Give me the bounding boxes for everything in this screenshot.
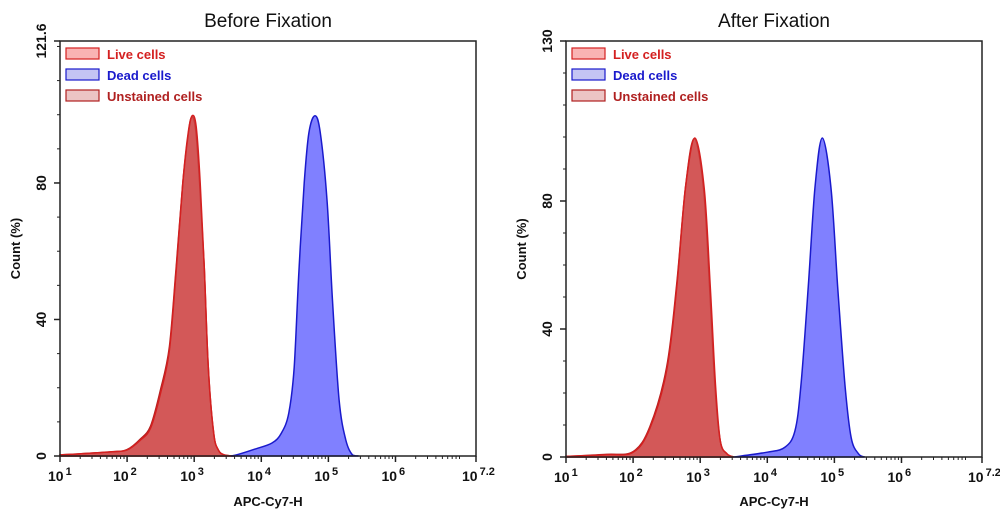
series-area-dead-cells: [733, 137, 865, 458]
series-area-live-cells: [59, 114, 235, 457]
legend-label-dead-cells: Dead cells: [613, 68, 677, 83]
legend-swatch-unstained-cells: [571, 89, 606, 102]
x-tick-exponent: 5: [838, 467, 844, 479]
y-axis-label: Count (%): [514, 218, 529, 279]
legend-label-unstained-cells: Unstained cells: [613, 89, 708, 104]
legend-label-live-cells: Live cells: [107, 47, 166, 62]
x-tick-exponent: 1: [66, 466, 72, 478]
x-axis-label: APC-Cy7-H: [739, 494, 808, 509]
x-tick-label: 10 1: [48, 466, 72, 484]
x-tick-exponent: 3: [198, 466, 204, 478]
legend-swatch-unstained-cells: [65, 89, 100, 102]
y-tick-label: 80: [33, 175, 49, 191]
x-tick-exponent: 6: [399, 466, 405, 478]
x-tick-label: 10 2: [619, 467, 643, 485]
x-tick-label: 10 7.2: [968, 467, 1000, 485]
x-tick-exponent: 5: [332, 466, 338, 478]
legend-label-unstained-cells: Unstained cells: [107, 89, 202, 104]
plot-frame: [565, 40, 983, 458]
legend-swatch-live-cells: [65, 47, 100, 60]
chart-title: After Fixation: [718, 11, 830, 32]
x-tick-label: 10 4: [247, 466, 272, 484]
x-tick-exponent: 4: [771, 467, 778, 479]
legend-swatch-dead-cells: [65, 68, 100, 81]
x-tick-exponent: 2: [637, 467, 643, 479]
legend-label-live-cells: Live cells: [613, 47, 672, 62]
series-area-dead-cells: [230, 114, 359, 457]
x-tick-exponent: 6: [905, 467, 911, 479]
legend-swatch-live-cells: [571, 47, 606, 60]
x-tick-label: 10 4: [753, 467, 778, 485]
chart-title: Before Fixation: [204, 11, 332, 32]
x-tick-label: 10 6: [381, 466, 405, 484]
x-tick-label: 10 3: [180, 466, 204, 484]
x-tick-label: 10 1: [554, 467, 578, 485]
chart-panel-1: Before Fixation 10 1 10 2 10 3 10 4 10 5 10 6 10 7.2 0 4…: [8, 11, 495, 509]
x-tick-exponent: 7.2: [480, 466, 495, 478]
y-tick-label: 80: [539, 193, 555, 209]
x-tick-label: 10 2: [113, 466, 137, 484]
legend-label-dead-cells: Dead cells: [107, 68, 171, 83]
x-tick-exponent: 1: [572, 467, 578, 479]
y-axis-label: Count (%): [8, 218, 23, 279]
x-tick-label: 10 6: [887, 467, 911, 485]
y-tick-label: 0: [33, 452, 49, 460]
x-tick-label: 10 5: [314, 466, 338, 484]
x-tick-label: 10 3: [686, 467, 710, 485]
y-tick-label: 40: [33, 311, 49, 327]
x-axis-label: APC-Cy7-H: [233, 494, 302, 509]
y-tick-label: 121.6: [33, 23, 49, 58]
x-tick-label: 10 7.2: [462, 466, 495, 484]
x-tick-exponent: 4: [265, 466, 272, 478]
legend-swatch-dead-cells: [571, 68, 606, 81]
x-tick-exponent: 7.2: [986, 467, 1000, 479]
plot-frame: [59, 40, 477, 457]
x-tick-label: 10 5: [820, 467, 844, 485]
y-tick-label: 40: [539, 321, 555, 337]
chart-panel-2: After Fixation 10 1 10 2 10 3 10 4 10 5 10 6 10 7.2 0 40…: [514, 11, 1000, 509]
series-area-live-cells: [565, 137, 735, 458]
x-tick-exponent: 2: [131, 466, 137, 478]
y-tick-label: 130: [539, 29, 555, 53]
y-tick-label: 0: [539, 453, 555, 461]
x-tick-exponent: 3: [704, 467, 710, 479]
